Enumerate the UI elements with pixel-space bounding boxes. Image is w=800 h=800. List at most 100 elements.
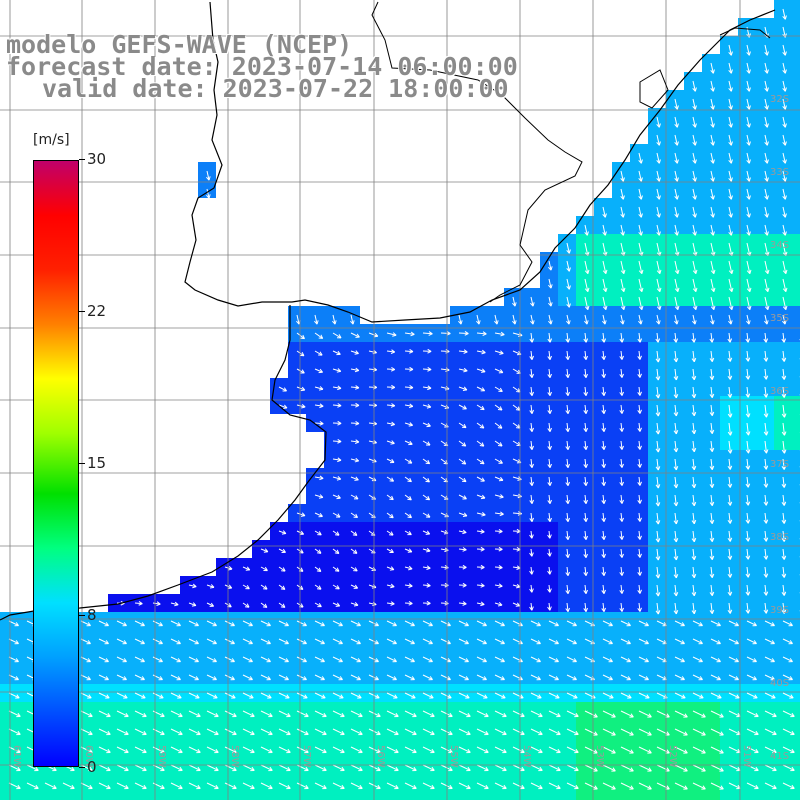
wind-arrow-head [601, 554, 605, 558]
wind-arrow [476, 422, 485, 429]
wind-arrow-head [319, 423, 324, 426]
wind-arrow-head [783, 357, 787, 362]
wind-arrow-head [530, 320, 534, 325]
wind-arrow-head [246, 603, 250, 608]
wind-arrow-head [712, 195, 715, 200]
wind-arrow-head [699, 622, 703, 626]
wind-arrow [782, 314, 786, 325]
wind-arrow [278, 692, 290, 699]
wind-arrow-head [637, 589, 641, 594]
wind-arrow-head [681, 676, 685, 680]
wind-arrow-head [782, 232, 786, 236]
wind-arrow [296, 674, 307, 681]
wind-arrow-head [496, 320, 499, 325]
wind-arrow [152, 602, 161, 605]
wind-arrow [440, 476, 448, 483]
wind-arrow-head [305, 730, 309, 735]
wind-arrow [674, 440, 677, 453]
wind-arrow-head [267, 658, 271, 662]
wind-arrow-head [763, 555, 767, 560]
wind-arrow-head [711, 357, 715, 362]
wind-arrow-head [321, 640, 325, 644]
wind-arrow [548, 530, 551, 539]
wind-cell [18, 792, 36, 800]
wind-arrow-head [693, 609, 697, 614]
wind-arrow-head [467, 748, 471, 753]
wind-arrow-head [612, 749, 616, 754]
wind-arrow [746, 620, 757, 627]
wind-arrow-head [676, 231, 679, 236]
wind-arrow [296, 314, 300, 325]
wind-arrow [494, 656, 505, 663]
wind-arrow-head [161, 748, 165, 753]
wind-arrow [656, 476, 659, 489]
wind-arrow-head [17, 766, 21, 771]
wind-cell [792, 432, 800, 450]
wind-arrow-head [729, 393, 733, 398]
wind-arrow [584, 296, 589, 310]
wind-arrow-head [766, 213, 769, 218]
wind-arrow-head [123, 640, 127, 644]
wind-arrow [782, 242, 787, 256]
wind-arrow-head [710, 88, 714, 92]
wind-arrow-head [161, 784, 165, 789]
wind-arrow-head [463, 386, 468, 391]
wind-arrow-head [481, 424, 485, 429]
wind-cell [792, 198, 800, 216]
wind-arrow-head [753, 622, 757, 626]
wind-arrow-head [727, 338, 731, 343]
wind-arrow-head [514, 302, 517, 307]
wind-arrow-head [409, 366, 414, 370]
wind-arrow [296, 638, 307, 645]
wind-arrow [98, 656, 109, 663]
wind-arrow-head [763, 519, 767, 524]
wind-arrow-head [692, 178, 696, 182]
wind-arrow [512, 782, 525, 789]
wind-arrow-head [159, 640, 163, 644]
wind-arrow-head [531, 606, 534, 611]
wind-arrow-head [177, 640, 181, 644]
wind-arrow [332, 728, 345, 735]
wind-arrow-head [465, 622, 469, 626]
latitude-label: 33S [770, 167, 789, 178]
wind-arrow-head [621, 391, 624, 396]
wind-arrow-head [612, 713, 616, 718]
wind-arrow-head [481, 371, 486, 373]
wind-arrow-head [583, 464, 587, 469]
wind-arrow [350, 530, 358, 536]
wind-arrow-head [341, 784, 345, 789]
wind-arrow-head [691, 466, 695, 471]
wind-arrow [674, 638, 685, 645]
wind-arrow [584, 314, 588, 325]
wind-arrow-head [89, 784, 93, 789]
wind-arrow [602, 494, 605, 504]
wind-arrow-head [409, 495, 412, 501]
wind-arrow-head [699, 658, 703, 662]
wind-arrow-head [717, 658, 721, 662]
wind-arrow [458, 548, 467, 551]
wind-arrow [728, 98, 732, 110]
wind-arrow-head [565, 608, 569, 613]
wind-arrow-head [784, 69, 787, 74]
wind-arrow-head [246, 585, 250, 589]
wind-arrow-head [766, 413, 769, 418]
wind-arrow-head [601, 482, 605, 486]
wind-arrow-head [430, 694, 434, 699]
wind-arrow [8, 692, 20, 699]
wind-arrow-head [675, 574, 679, 579]
wind-arrow-head [143, 748, 147, 753]
wind-arrow-head [594, 713, 598, 718]
wind-arrow [674, 710, 688, 718]
wind-arrow-head [427, 513, 431, 518]
wind-arrow [620, 350, 623, 360]
wind-arrow-head [702, 785, 706, 790]
wind-arrow-head [781, 357, 785, 362]
wind-arrow [692, 584, 695, 596]
wind-arrow [296, 728, 309, 735]
wind-arrow [314, 314, 318, 325]
wind-arrow [764, 530, 767, 542]
wind-arrow [512, 422, 521, 429]
wind-arrow [314, 710, 327, 717]
wind-arrow [620, 494, 623, 504]
wind-arrow-head [675, 592, 679, 597]
